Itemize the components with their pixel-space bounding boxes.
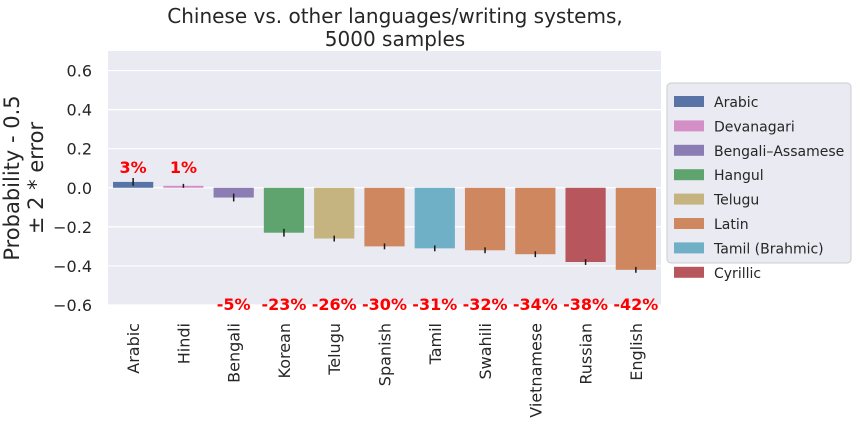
bar-value-label: -26% <box>312 295 357 314</box>
bar-telugu <box>314 187 355 239</box>
legend-label: Hangul <box>714 168 764 184</box>
x-tick-label: Swahili <box>476 323 495 380</box>
bar-tamil <box>414 187 455 249</box>
bar-vietnamese <box>515 187 556 255</box>
x-tick-label: Telugu <box>325 323 344 376</box>
y-tick-labels: 0.6 0.4 0.2 0.0 −0.2 −0.4 −0.6 <box>53 62 92 315</box>
bar-value-label: -42% <box>613 295 658 314</box>
y-tick-label: −0.6 <box>53 296 92 315</box>
y-tick-label: 0.6 <box>67 62 92 81</box>
y-tick-label: 0.2 <box>67 140 92 159</box>
legend-swatch <box>674 96 704 107</box>
y-axis-label-line-2: ± 2 * error <box>24 121 48 234</box>
x-tick-labels: Arabic Hindi Bengali Korean Telugu Spanish Tam… <box>124 323 646 418</box>
bar-value-label: -31% <box>412 295 457 314</box>
legend-swatch <box>674 218 704 229</box>
bar-value-label: -34% <box>513 295 558 314</box>
bar-value-label: -5% <box>217 295 251 314</box>
x-tick-label: Bengali <box>225 323 244 383</box>
bar-korean <box>263 187 305 233</box>
bar-swahili <box>464 187 506 251</box>
y-axis-label-line-1: Probability - 0.5 <box>0 95 24 260</box>
y-tick-label: −0.4 <box>53 257 92 276</box>
legend-label: Telugu <box>713 193 759 209</box>
y-tick-label: 0.0 <box>67 179 92 198</box>
bar-value-label: -32% <box>463 295 508 314</box>
x-tick-label: Vietnamese <box>526 323 545 418</box>
y-tick-label: 0.4 <box>67 101 92 120</box>
legend-label: Cyrillic <box>714 266 761 282</box>
legend-label: Latin <box>714 217 749 233</box>
legend: Arabic Devanagari Bengali–Assamese Hangul Te… <box>666 82 852 282</box>
bar-russian <box>565 187 606 263</box>
legend-swatch <box>674 120 704 132</box>
bar-value-label: -38% <box>563 295 608 314</box>
x-tick-label: Tamil <box>426 323 445 365</box>
legend-swatch <box>674 242 704 254</box>
bar-english <box>615 187 656 270</box>
bar-value-label: -23% <box>261 295 306 314</box>
bar-spanish <box>364 187 405 247</box>
error-bars-group <box>132 178 637 273</box>
legend-swatch <box>674 169 704 181</box>
x-tick-label: Hindi <box>174 323 193 364</box>
legend-label: Tamil (Brahmic) <box>713 241 824 257</box>
legend-label: Devanagari <box>714 119 795 135</box>
chart-title-line-1: Chinese vs. other languages/writing syst… <box>167 4 623 28</box>
x-tick-label: Spanish <box>376 323 395 386</box>
x-tick-label: English <box>627 323 646 381</box>
legend-label: Bengali–Assamese <box>714 144 844 160</box>
legend-swatch <box>674 193 704 205</box>
bar-value-label: 1% <box>170 158 197 177</box>
bar-labels-group: 3% 1% -5% -23% -26% -30% -31% -32% -34% -38% -42% <box>120 158 659 314</box>
bar-value-label: 3% <box>120 158 147 177</box>
plot-area <box>108 51 661 305</box>
x-tick-label: Korean <box>275 323 294 379</box>
chart-title-line-2: 5000 samples <box>325 27 465 51</box>
legend-frame <box>666 82 852 264</box>
bar-bengali <box>213 187 254 198</box>
x-tick-label: Arabic <box>124 323 143 374</box>
bar-value-label: -30% <box>362 295 407 314</box>
legend-swatch <box>674 144 704 156</box>
x-tick-label: Russian <box>577 323 596 385</box>
legend-swatch <box>674 266 704 278</box>
legend-label: Arabic <box>714 95 758 111</box>
y-tick-label: −0.2 <box>53 218 92 237</box>
bars-group <box>113 181 656 270</box>
